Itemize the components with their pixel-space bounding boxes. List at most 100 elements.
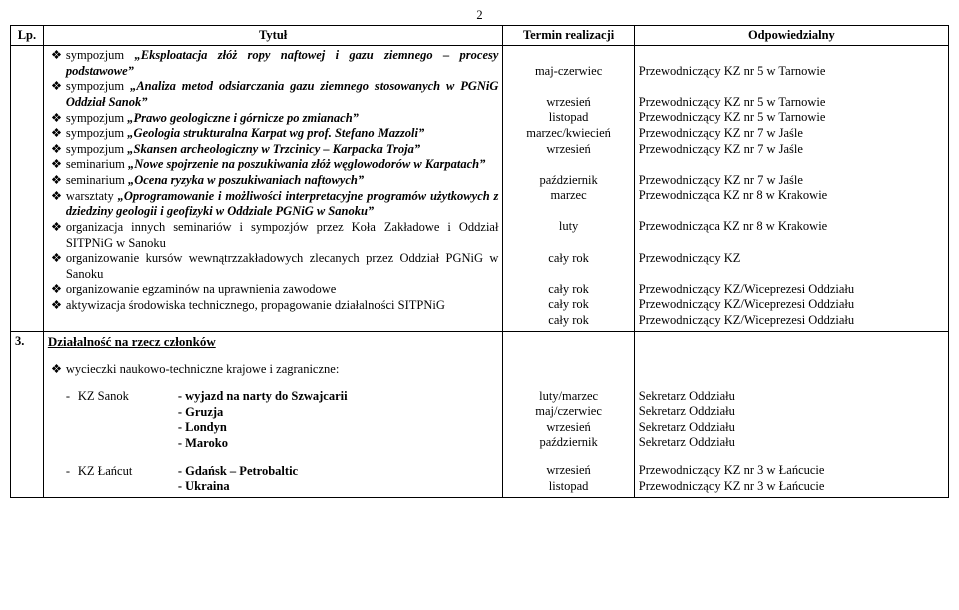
bullet-icon: ❖	[48, 282, 66, 298]
section-heading: Działalność na rzecz członków	[48, 334, 499, 350]
resp-value: Sekretarz Oddziału	[639, 404, 944, 420]
resp-value: Przewodnicząca KZ nr 8 w Krakowie	[639, 188, 944, 204]
resp-value: Przewodniczący KZ nr 7 w Jaśle	[639, 126, 944, 142]
list-item: ❖sympozjum „Geologia strukturalna Karpat…	[48, 126, 499, 142]
col-lp: Lp.	[11, 26, 44, 46]
term-value: marzec	[507, 188, 629, 204]
resp-value: Sekretarz Oddziału	[639, 389, 944, 405]
item-text: organizowanie egzaminów na uprawnienia z…	[66, 282, 499, 298]
resp-value: Sekretarz Oddziału	[639, 435, 944, 451]
list-item: ❖sympozjum „Eksploatacja złóż ropy nafto…	[48, 48, 499, 79]
term-value: listopad	[507, 110, 629, 126]
trip-kz-label: KZ Sanok	[78, 389, 178, 405]
title-cell: Działalność na rzecz członków ❖ wycieczk…	[43, 331, 503, 497]
resp-value: Przewodniczący KZ nr 5 w Tarnowie	[639, 95, 944, 111]
trip-row: -KZ Łańcut- Gdańsk – Petrobaltic	[48, 464, 499, 480]
bullet-icon: ❖	[48, 126, 66, 142]
trip-destination: - wyjazd na narty do Szwajcarii	[178, 389, 499, 405]
term-value: marzec/kwiecień	[507, 126, 629, 142]
list-item: ❖aktywizacja środowiska technicznego, pr…	[48, 298, 499, 314]
term-value: cały rok	[507, 313, 629, 329]
resp-cell: Przewodniczący KZ nr 5 w TarnowiePrzewod…	[634, 46, 948, 332]
bullet-icon: ❖	[48, 111, 66, 127]
dash-icon: -	[48, 389, 78, 405]
item-text: sympozjum „Analiza metod odsiarczania ga…	[66, 79, 499, 110]
list-item: ❖organizowanie egzaminów na uprawnienia …	[48, 282, 499, 298]
resp-value: Przewodniczący KZ/Wiceprezesi Oddziału	[639, 282, 944, 298]
dash-icon	[48, 405, 78, 421]
list-item: ❖sympozjum „Prawo geologiczne i górnicze…	[48, 111, 499, 127]
lp-cell	[11, 46, 44, 332]
list-item: ❖organizacja innych seminariów i sympozj…	[48, 220, 499, 251]
bullet-icon: ❖	[48, 298, 66, 314]
item-text: seminarium „Ocena ryzyka w poszukiwaniac…	[66, 173, 499, 189]
resp-cell: Sekretarz OddziałuSekretarz OddziałuSekr…	[634, 331, 948, 497]
trip-destination: - Gdańsk – Petrobaltic	[178, 464, 499, 480]
trip-row: - Gruzja	[48, 405, 499, 421]
term-value: cały rok	[507, 251, 629, 267]
term-value: wrzesień	[507, 420, 629, 436]
term-value: październik	[507, 173, 629, 189]
term-value: luty/marzec	[507, 389, 629, 405]
col-resp: Odpowiedzialny	[634, 26, 948, 46]
item-text: aktywizacja środowiska technicznego, pro…	[66, 298, 499, 314]
resp-value: Przewodniczący KZ nr 7 w Jaśle	[639, 142, 944, 158]
term-value: wrzesień	[507, 95, 629, 111]
trip-destination: - Maroko	[178, 436, 499, 452]
trip-row: - Londyn	[48, 420, 499, 436]
trip-kz-label	[78, 405, 178, 421]
table-row: ❖sympozjum „Eksploatacja złóż ropy nafto…	[11, 46, 949, 332]
dash-icon	[48, 436, 78, 452]
resp-value: Przewodniczący KZ	[639, 251, 944, 267]
table-row: 3. Działalność na rzecz członków ❖ wycie…	[11, 331, 949, 497]
lp-cell: 3.	[11, 331, 44, 497]
item-text: sympozjum „Skansen archeologiczny w Trzc…	[66, 142, 499, 158]
list-item: ❖organizowanie kursów wewnątrzzakładowyc…	[48, 251, 499, 282]
bullet-icon: ❖	[48, 189, 66, 220]
page-number: 2	[10, 8, 949, 23]
trip-row: - Maroko	[48, 436, 499, 452]
bullet-icon: ❖	[48, 79, 66, 110]
resp-value: Przewodniczący KZ/Wiceprezesi Oddziału	[639, 313, 944, 329]
list-item: ❖seminarium „Nowe spojrzenie na poszukiw…	[48, 157, 499, 173]
resp-value: Przewodniczący KZ nr 3 w Łańcucie	[639, 479, 944, 495]
list-item: ❖warsztaty „Oprogramowanie i możliwości …	[48, 189, 499, 220]
trip-destination: - Londyn	[178, 420, 499, 436]
plan-table: Lp. Tytuł Termin realizacji Odpowiedzial…	[10, 25, 949, 498]
list-item: ❖sympozjum „Analiza metod odsiarczania g…	[48, 79, 499, 110]
trip-kz-label	[78, 479, 178, 495]
term-value: wrzesień	[507, 142, 629, 158]
dash-icon: -	[48, 464, 78, 480]
resp-value: Przewodniczący KZ nr 7 w Jaśle	[639, 173, 944, 189]
term-value: cały rok	[507, 282, 629, 298]
col-title: Tytuł	[43, 26, 503, 46]
item-text: wycieczki naukowo-techniczne krajowe i z…	[66, 362, 499, 378]
resp-value: Przewodniczący KZ nr 3 w Łańcucie	[639, 463, 944, 479]
item-text: seminarium „Nowe spojrzenie na poszukiwa…	[66, 157, 499, 173]
term-value: luty	[507, 219, 629, 235]
resp-value: Przewodniczący KZ nr 5 w Tarnowie	[639, 64, 944, 80]
term-value: listopad	[507, 479, 629, 495]
trip-row: -KZ Sanok- wyjazd na narty do Szwajcarii	[48, 389, 499, 405]
bullet-icon: ❖	[48, 220, 66, 251]
trip-kz-label	[78, 436, 178, 452]
resp-value: Przewodnicząca KZ nr 8 w Krakowie	[639, 219, 944, 235]
item-text: sympozjum „Prawo geologiczne i górnicze …	[66, 111, 499, 127]
item-text: sympozjum „Eksploatacja złóż ropy naftow…	[66, 48, 499, 79]
item-text: warsztaty „Oprogramowanie i możliwości i…	[66, 189, 499, 220]
term-cell: luty/marzecmaj/czerwiecwrzesieńpaździern…	[503, 331, 634, 497]
title-cell: ❖sympozjum „Eksploatacja złóż ropy nafto…	[43, 46, 503, 332]
trip-destination: - Ukraina	[178, 479, 499, 495]
trip-kz-label	[78, 420, 178, 436]
item-text: organizowanie kursów wewnątrzzakładowych…	[66, 251, 499, 282]
term-value: październik	[507, 435, 629, 451]
table-header-row: Lp. Tytuł Termin realizacji Odpowiedzial…	[11, 26, 949, 46]
trip-destination: - Gruzja	[178, 405, 499, 421]
item-text: organizacja innych seminariów i sympozjó…	[66, 220, 499, 251]
resp-value: Przewodniczący KZ nr 5 w Tarnowie	[639, 110, 944, 126]
term-cell: maj-czerwiecwrzesieńlistopadmarzec/kwiec…	[503, 46, 634, 332]
term-value: maj/czerwiec	[507, 404, 629, 420]
col-term: Termin realizacji	[503, 26, 634, 46]
list-item: ❖ wycieczki naukowo-techniczne krajowe i…	[48, 362, 499, 378]
bullet-icon: ❖	[48, 157, 66, 173]
